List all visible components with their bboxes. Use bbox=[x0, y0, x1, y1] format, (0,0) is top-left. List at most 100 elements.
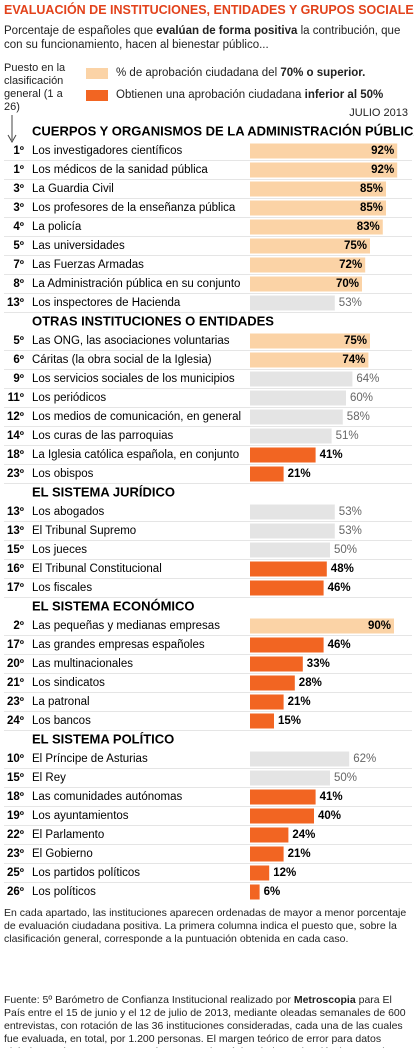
rank: 9º bbox=[13, 373, 24, 385]
rank: 19º bbox=[7, 810, 24, 822]
rank-note: Puesto en la clasificación general (1 a … bbox=[4, 62, 66, 113]
rank: 13º bbox=[7, 506, 24, 518]
rank: 5º bbox=[13, 335, 24, 347]
bar bbox=[250, 808, 314, 824]
bar bbox=[250, 504, 335, 520]
row-label: Los inspectores de Hacienda bbox=[32, 297, 181, 309]
row-label: Los bancos bbox=[32, 715, 91, 727]
bar bbox=[250, 770, 330, 786]
row-label: Los curas de las parroquias bbox=[32, 430, 174, 442]
rank: 23º bbox=[7, 696, 24, 708]
bar bbox=[250, 561, 327, 577]
rank: 24º bbox=[7, 715, 24, 727]
bar bbox=[250, 542, 330, 558]
value-label: 6% bbox=[264, 886, 281, 898]
rank: 12º bbox=[7, 411, 24, 423]
value-label: 62% bbox=[353, 753, 376, 765]
value-label: 50% bbox=[334, 772, 357, 784]
row-label: El Gobierno bbox=[32, 848, 93, 860]
bar bbox=[250, 200, 386, 216]
value-label: 53% bbox=[339, 525, 362, 537]
value-label: 60% bbox=[350, 392, 373, 404]
subtitle: Porcentaje de españoles que evalúan de f… bbox=[4, 24, 408, 52]
rank: 3º bbox=[13, 183, 24, 195]
row-label: Los profesores de la enseñanza pública bbox=[32, 202, 236, 214]
legend-text: Obtienen una aprobación ciudadana inferi… bbox=[116, 89, 383, 101]
row-label: El Parlamento bbox=[32, 829, 104, 841]
value-label: 28% bbox=[299, 677, 322, 689]
rank: 23º bbox=[7, 848, 24, 860]
value-label: 90% bbox=[368, 620, 391, 632]
rank: 10º bbox=[7, 753, 24, 765]
arrow-head bbox=[7, 134, 17, 144]
rank: 14º bbox=[7, 430, 24, 442]
row-label: Los políticos bbox=[32, 886, 96, 898]
text-run: inferior al 50% bbox=[304, 89, 384, 101]
rank: 15º bbox=[7, 772, 24, 784]
row-label: La patronal bbox=[32, 696, 90, 708]
value-label: 75% bbox=[344, 335, 367, 347]
row-label: Los obispos bbox=[32, 468, 94, 480]
value-label: 85% bbox=[360, 202, 383, 214]
row-label: Las pequeñas y medianas empresas bbox=[32, 620, 220, 632]
bar bbox=[250, 428, 332, 444]
bar bbox=[250, 257, 366, 273]
rank: 13º bbox=[7, 525, 24, 537]
bar bbox=[250, 390, 346, 406]
legend-swatch bbox=[86, 89, 108, 101]
rank: 2º bbox=[13, 620, 24, 632]
bar bbox=[250, 846, 284, 862]
value-label: 74% bbox=[342, 354, 365, 366]
row-label: La Administración pública en su conjunto bbox=[32, 278, 240, 290]
bar bbox=[250, 409, 343, 425]
value-label: 92% bbox=[371, 164, 394, 176]
row-label: Las multinacionales bbox=[32, 658, 133, 670]
value-label: 48% bbox=[331, 563, 354, 575]
rank: 7º bbox=[13, 259, 24, 271]
rank: 11º bbox=[8, 392, 24, 404]
row-label: La Iglesia católica española, en conjunt… bbox=[32, 449, 239, 461]
value-label: 75% bbox=[344, 240, 367, 252]
bar bbox=[250, 295, 335, 311]
row-label: Los medios de comunicación, en general bbox=[32, 411, 241, 423]
bar bbox=[250, 333, 370, 349]
row-label: Los investigadores científicos bbox=[32, 145, 182, 157]
text-run: % de aprobación ciudadana del bbox=[116, 67, 281, 79]
bar bbox=[250, 694, 284, 710]
bar bbox=[250, 713, 274, 729]
value-label: 64% bbox=[356, 373, 379, 385]
bar bbox=[250, 352, 369, 368]
rank: 3º bbox=[13, 202, 24, 214]
row-label: Los periódicos bbox=[32, 392, 106, 404]
value-label: 46% bbox=[328, 582, 351, 594]
section-title: EL SISTEMA POLÍTICO bbox=[32, 731, 174, 746]
row-label: Las universidades bbox=[32, 240, 125, 252]
value-label: 50% bbox=[334, 544, 357, 556]
text-run: Fuente: 5º Barómetro de Confianza Instit… bbox=[4, 994, 294, 1006]
value-label: 70% bbox=[336, 278, 359, 290]
legend: % de aprobación ciudadana del 70% o supe… bbox=[86, 62, 406, 106]
bar bbox=[250, 162, 398, 178]
text-run: la contribución, que con su funcionamien… bbox=[4, 25, 401, 51]
legend-item: % de aprobación ciudadana del 70% o supe… bbox=[86, 62, 406, 84]
value-label: 24% bbox=[292, 829, 315, 841]
value-label: 72% bbox=[339, 259, 362, 271]
legend-item: Obtienen una aprobación ciudadana inferi… bbox=[86, 84, 406, 106]
bar bbox=[250, 238, 370, 254]
row-label: Las ONG, las asociaciones voluntarias bbox=[32, 335, 230, 347]
bar bbox=[250, 751, 350, 767]
title: EVALUACIÓN DE INSTITUCIONES, ENTIDADES Y… bbox=[4, 3, 414, 17]
rank: 5º bbox=[13, 240, 24, 252]
row-label: El Príncipe de Asturias bbox=[32, 753, 148, 765]
bar bbox=[250, 656, 303, 672]
bar bbox=[250, 580, 324, 596]
rank: 6º bbox=[13, 354, 24, 366]
value-label: 83% bbox=[357, 221, 380, 233]
bar bbox=[250, 827, 289, 843]
rank: 21º bbox=[7, 677, 24, 689]
legend-text: % de aprobación ciudadana del 70% o supe… bbox=[116, 67, 365, 79]
text-run: 70% o superior. bbox=[280, 67, 366, 79]
rank: 1º bbox=[13, 164, 24, 176]
section-title: CUERPOS Y ORGANISMOS DE LA ADMINISTRACIÓ… bbox=[32, 123, 414, 138]
rank: 15º bbox=[7, 544, 24, 556]
